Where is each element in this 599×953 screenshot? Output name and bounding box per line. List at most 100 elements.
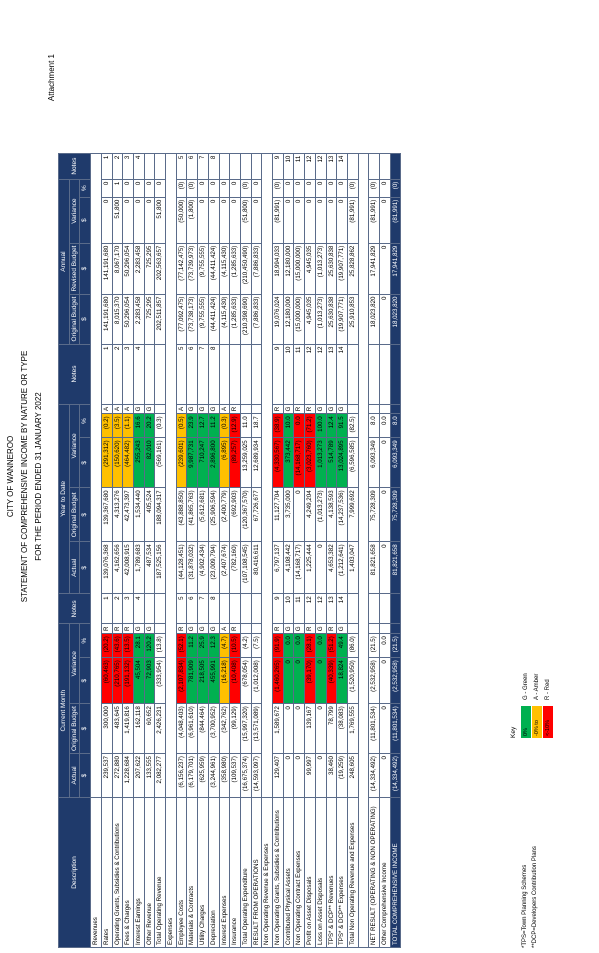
cm-budget: 2,426,231 [154, 703, 166, 754]
legend-row: <-10% R - Red [542, 673, 553, 738]
ytd-budget: 3,735,000 [283, 487, 294, 542]
ytd-actual: 6,797,137 [272, 541, 284, 594]
cm-variance-dollar: 0 [315, 657, 327, 704]
table-body: Revenues Rates 239,537 300,000 (60,463) (20.2… [90, 153, 401, 948]
cm-note: 8 [208, 593, 220, 624]
ytd-actual: 81,821,658 [390, 541, 401, 594]
cm-rag [251, 623, 262, 634]
cm-rag [390, 623, 401, 634]
ytd-rag: A [122, 404, 134, 414]
ytd-rag: G [208, 404, 220, 414]
cm-actual: (109,537) [229, 753, 241, 798]
annual-note: 10 [283, 153, 294, 180]
cm-variance-pct: 25.9 [197, 633, 209, 658]
cm-budget: (11,801,534) [390, 703, 401, 754]
ytd-variance-pct: 8.0 [390, 413, 401, 438]
ytd-variance-dollar: (14,168,717) [293, 437, 305, 488]
annual-variance-dollar: 0 [336, 197, 348, 244]
annual-original: 2,283,458 [133, 294, 145, 345]
annual-original: 18,023,820 [368, 294, 380, 345]
annual-revised: (15,000,000) [293, 243, 305, 295]
cm-budget: 1,589,672 [272, 703, 284, 754]
cm-variance-pct: (43.6) [112, 633, 123, 658]
ytd-budget: 42,473,397 [122, 487, 134, 542]
annual-note [379, 153, 391, 180]
table-row: Total Non Operating Revenue and Expenses… [347, 153, 359, 948]
ytd-actual: 0 [379, 541, 391, 594]
annual-original: (77,092,475) [176, 294, 187, 345]
cm-variance-dollar: (16,218) [219, 657, 230, 704]
cm-rag: R [122, 623, 134, 634]
ytd-note [390, 344, 401, 405]
annual-variance-dollar: (81,991) [368, 197, 380, 244]
col-description: Description [58, 797, 91, 948]
ytd-note [144, 344, 155, 405]
cm-variance-pct: (10.5) [229, 633, 241, 658]
ytd-budget: 0 [379, 487, 391, 542]
ytd-actual: 139,076,368 [101, 541, 113, 594]
cm-budget: 78,799 [326, 703, 337, 754]
ytd-variance-pct: (3.5) [112, 413, 123, 438]
cm-note: 12 [315, 593, 327, 624]
annual-note: 1 [101, 153, 113, 180]
annual-variance-pct: 0 [208, 179, 220, 198]
cm-budget: (6,961,610) [186, 703, 198, 754]
row-description: TOTAL COMPREHENSIVE INCOME [390, 797, 401, 948]
spacer-cell [358, 153, 369, 948]
unit-dollar: $ [79, 243, 91, 295]
ytd-budget: 4,138,593 [326, 487, 337, 542]
cm-note [390, 593, 401, 624]
ytd-variance-dollar: 12,689,934 [251, 437, 262, 488]
ytd-variance-dollar: 2,896,800 [208, 437, 220, 488]
cm-rag: G [133, 623, 145, 634]
cm-budget: 60,652 [144, 703, 155, 754]
ytd-actual: 4,162,656 [112, 541, 123, 594]
cm-note [229, 593, 241, 624]
table-row: Interest Expenses (358,980) (342,762) (16,2… [219, 153, 230, 948]
ytd-budget: (2,400,779) [219, 487, 230, 542]
cm-variance-dollar: 72,903 [144, 657, 155, 704]
ytd-rag [251, 404, 262, 414]
cm-variance-pct: (13.5) [122, 633, 134, 658]
row-description: Contributed Physical Assets [283, 797, 294, 948]
ytd-budget: 75,728,309 [390, 487, 401, 542]
col-ytd-budget: Original Budget [69, 487, 80, 542]
col-an-original: Original Budget [69, 294, 80, 345]
ytd-actual: 1,225,444 [304, 541, 316, 594]
row-description: Materials & Contracts [186, 797, 198, 948]
annual-revised: (77,142,475) [176, 243, 187, 295]
ytd-note [229, 344, 241, 405]
cm-variance-dollar: (678,054) [240, 657, 252, 704]
col-notes-ytd: Notes [58, 344, 91, 405]
table-row: Rates 239,537 300,000 (60,463) (20.2) R 1 139,0… [101, 153, 113, 948]
annual-variance-dollar: (51,800) [240, 197, 252, 244]
ytd-actual: 80,416,611 [251, 541, 262, 594]
ytd-note [240, 344, 252, 405]
ytd-actual: (1,212,641) [336, 541, 348, 594]
table-row: TPS* & DCP** Revenues 38,460 78,799 (40,339… [326, 153, 337, 948]
annual-variance-dollar: 0 [251, 197, 262, 244]
annual-revised: (210,450,490) [240, 243, 252, 295]
cm-note: 2 [112, 593, 123, 624]
annual-original: 25,630,838 [326, 294, 337, 345]
annual-revised: (1,285,633) [229, 243, 241, 295]
row-description: TPS* & DCP** Expenses [336, 797, 348, 948]
annual-note: 13 [326, 153, 337, 180]
ytd-budget: 188,094,317 [154, 487, 166, 542]
section-label: Non Operating Revenue & Expenses [261, 797, 273, 948]
col-cm-budget: Original Budget [69, 703, 80, 754]
cm-variance-dollar: 0 [379, 657, 391, 704]
annual-note [144, 153, 155, 180]
cm-rag: R [176, 623, 187, 634]
table-row: Profit on Asset Disposals 99,997 139,167 (3… [304, 153, 316, 948]
row-description: Insurance [229, 797, 241, 948]
cm-budget: (99,129) [229, 703, 241, 754]
table-row: Operating Grants, Subsidies & Contributi… [112, 153, 123, 948]
ytd-note [379, 344, 391, 405]
cm-variance-pct: (13.8) [154, 633, 166, 658]
ytd-note: 10 [283, 344, 294, 405]
ytd-variance-dollar: (569,161) [154, 437, 166, 488]
annual-original: 141,191,680 [101, 294, 113, 345]
ytd-actual: (2,407,674) [219, 541, 230, 594]
annual-variance-pct: 0 [219, 179, 230, 198]
